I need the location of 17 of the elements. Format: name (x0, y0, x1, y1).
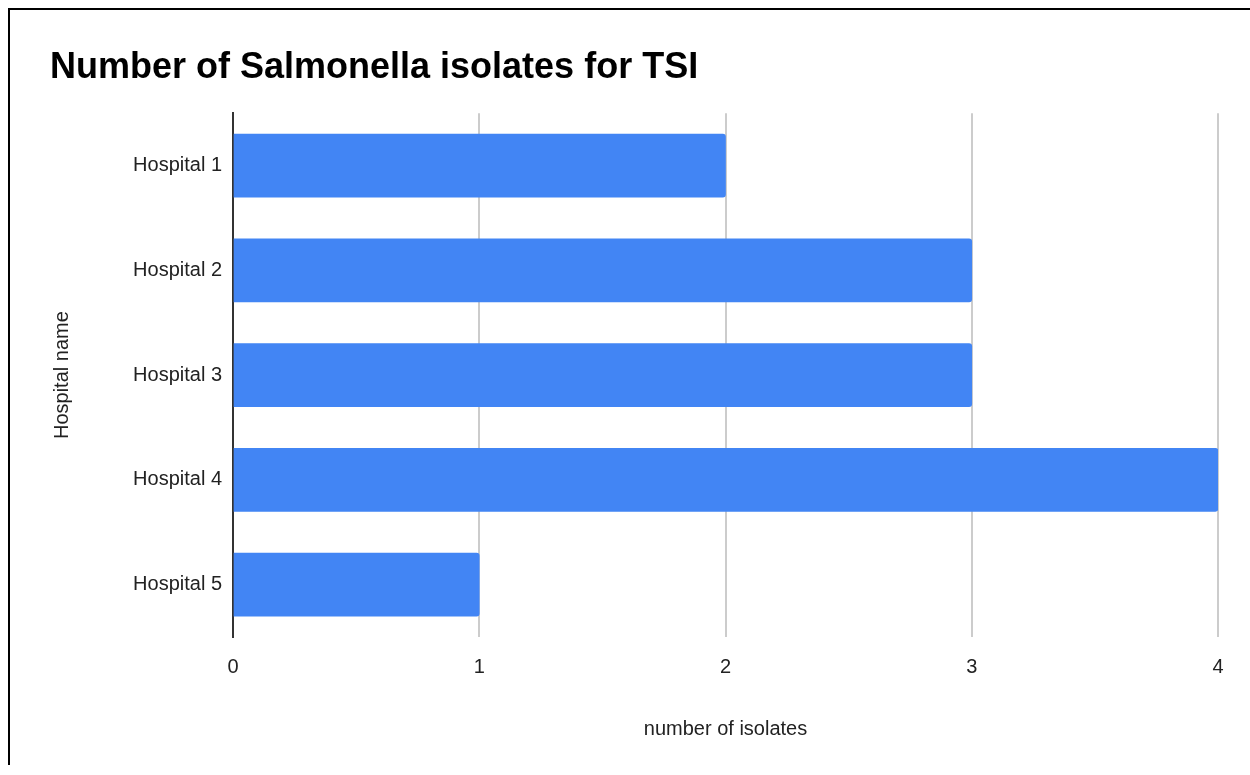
bar (233, 133, 726, 198)
bar (233, 238, 973, 303)
x-tick-label: 3 (966, 654, 978, 677)
y-tick-label: Hospital 2 (133, 257, 222, 280)
y-tick-label: Hospital 5 (133, 572, 222, 595)
x-tick-label: 4 (1212, 654, 1224, 677)
y-tick-label: Hospital 3 (133, 362, 222, 385)
bar (233, 343, 973, 407)
y-axis-title: Hospital name (49, 311, 72, 440)
x-tick-label: 0 (227, 654, 239, 677)
x-tick-label: 1 (473, 654, 485, 677)
bar (233, 448, 1218, 512)
x-tick-label: 2 (719, 654, 732, 677)
y-tick-label: Hospital 4 (133, 467, 222, 490)
bar (233, 552, 480, 617)
y-tick-label: Hospital 1 (133, 153, 222, 176)
chart-title: Number of Salmonella isolates for TSI (50, 44, 699, 86)
